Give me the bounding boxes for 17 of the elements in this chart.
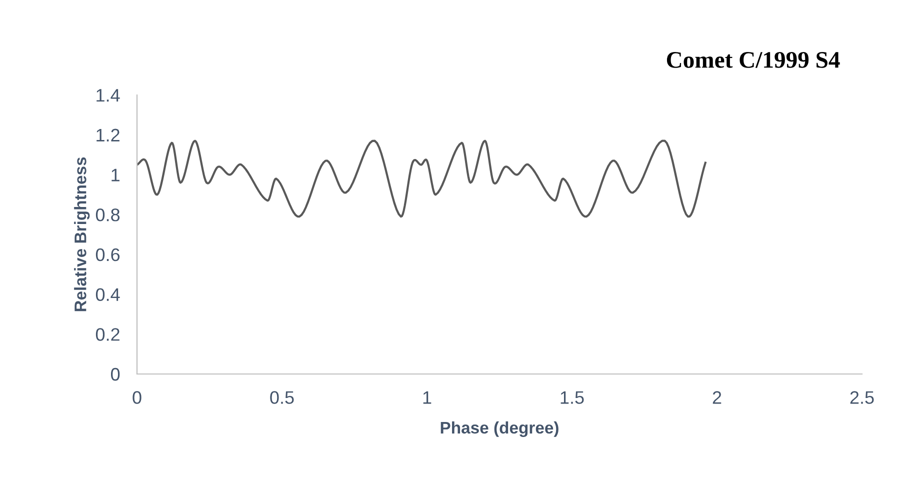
y-tick-label: 1 <box>112 168 120 182</box>
y-tick-label: 0.6 <box>96 248 120 262</box>
x-tick-label: 1 <box>423 391 432 404</box>
x-tick-label: 1.5 <box>560 391 584 404</box>
y-tick-label: 0 <box>111 368 120 381</box>
x-tick-label: 2.5 <box>850 391 874 404</box>
x-tick-label: 2 <box>712 391 722 404</box>
chart-title: Comet C/1999 S4 <box>666 52 840 68</box>
y-tick-label: 0.2 <box>96 328 120 341</box>
y-axis-title: Relative Brightness <box>74 157 90 312</box>
x-tick-label: 0.5 <box>270 391 294 404</box>
y-tick-label: 0.8 <box>96 208 120 222</box>
x-tick-label: 0 <box>132 391 142 404</box>
y-tick-label: 0.4 <box>96 288 120 302</box>
y-tick-label: 1.2 <box>96 128 120 142</box>
y-tick-label: 1.4 <box>96 89 120 102</box>
x-axis-title: Phase (degree) <box>440 421 558 437</box>
